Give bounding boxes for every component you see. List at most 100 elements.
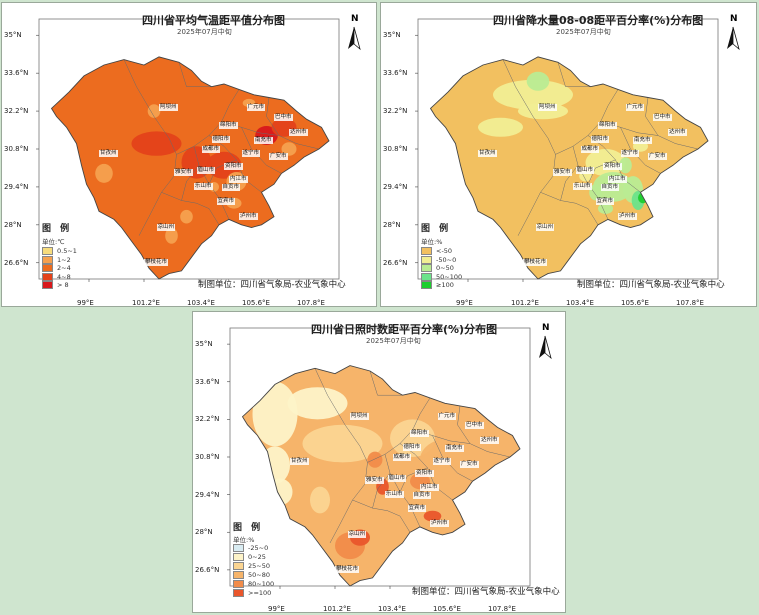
city-label: 乐山市 — [194, 182, 213, 190]
legend-unit: 单位:% — [233, 536, 255, 544]
legend-label: 50~80 — [248, 571, 270, 579]
county-boundary — [560, 165, 579, 201]
city-label: 资阳市 — [224, 162, 243, 170]
legend-unit: 单位:℃ — [42, 238, 65, 246]
longitude-label: 99°E — [268, 605, 285, 613]
legend-label: 80~100 — [248, 580, 275, 588]
value-zone — [281, 142, 297, 156]
value-zone — [478, 117, 523, 137]
longitude-label: 107.8°E — [488, 605, 516, 613]
latitude-label: 26.6°N — [195, 565, 220, 574]
city-label: 广元市 — [437, 412, 457, 420]
city-label: 遂宁市 — [241, 150, 261, 158]
city-label: 内江市 — [229, 176, 248, 184]
legend-title: 图 例 — [421, 224, 452, 234]
city-label: 绵阳市 — [598, 121, 617, 129]
legend-swatch — [42, 281, 53, 289]
value-zone — [147, 104, 161, 118]
value-zone — [325, 462, 350, 484]
latitude-label: 33.6°N — [383, 69, 408, 78]
value-zone — [95, 163, 113, 183]
city-label: 宜宾市 — [407, 505, 427, 513]
city-label: 广元市 — [246, 104, 266, 112]
city-label: 德阳市 — [402, 443, 422, 451]
longitude-label: 105.6°E — [433, 605, 461, 613]
county-boundary — [399, 443, 453, 501]
latitude-label: 32.2°N — [383, 107, 408, 116]
legend-swatch — [421, 281, 432, 289]
legend-unit: 单位:% — [421, 238, 443, 246]
city-label: 南充市 — [254, 136, 273, 144]
city-label: 攀枝花市 — [335, 565, 360, 573]
city-label: 宜宾市 — [595, 197, 615, 205]
city-label: 达州市 — [668, 128, 687, 136]
longitude-label: 101.2°E — [511, 299, 539, 307]
value-zone — [619, 157, 632, 174]
latitude-label: 35°N — [4, 31, 22, 40]
legend-swatch — [42, 264, 53, 272]
legend-swatch — [421, 247, 432, 255]
legend-swatch — [233, 571, 244, 579]
city-label: 自贡市 — [412, 491, 432, 499]
legend-item: 4~8 — [42, 272, 71, 281]
county-boundary — [181, 165, 200, 201]
city-label: 成都市 — [392, 454, 412, 462]
county-boundary — [221, 121, 320, 150]
legend-label: 0~25 — [248, 553, 266, 561]
latitude-label: 29.4°N — [4, 182, 29, 191]
province-outline — [50, 56, 330, 280]
county-boundary — [178, 62, 212, 87]
city-label: 凉山州 — [347, 530, 367, 538]
legend-item: 50~100 — [421, 272, 463, 281]
legend-label: 1~2 — [57, 255, 71, 264]
longitude-label: 107.8°E — [676, 299, 704, 307]
longitude-label: 105.6°E — [621, 299, 649, 307]
county-boundary — [555, 89, 619, 155]
latitude-label: 26.6°N — [4, 258, 29, 267]
legend-swatch — [233, 553, 244, 561]
legend-swatch — [421, 255, 432, 264]
legend-label: > 8 — [57, 281, 69, 289]
latitude-label: 28°N — [4, 220, 22, 229]
legend-swatch — [42, 272, 53, 281]
north-arrow-icon — [544, 335, 552, 360]
city-label: 雅安市 — [553, 169, 572, 177]
county-boundary — [412, 429, 511, 458]
legend-title: 图 例 — [233, 523, 264, 533]
map-subtitle: 2025年07月中旬 — [177, 28, 232, 36]
city-label: 遂宁市 — [620, 150, 640, 158]
county-boundary — [266, 97, 280, 136]
value-zone — [310, 486, 330, 514]
city-label: 德阳市 — [211, 135, 231, 143]
value-zone — [423, 510, 442, 522]
value-zones — [252, 381, 480, 576]
north-arrow-icon — [353, 26, 361, 51]
latitude-label: 30.8°N — [4, 145, 29, 153]
latitude-label: 35°N — [383, 31, 401, 40]
city-label: 阿坝州 — [159, 104, 178, 112]
city-label: 眉山市 — [387, 474, 407, 482]
legend-label: 50~100 — [436, 272, 463, 281]
latitude-label: 32.2°N — [195, 415, 220, 424]
legend-label: -25~0 — [248, 544, 269, 552]
city-label: 自贡市 — [221, 184, 241, 192]
legend-label: 0~50 — [436, 264, 454, 272]
city-label: 雅安市 — [174, 169, 193, 177]
county-boundary — [557, 62, 591, 87]
legend-item: 80~100 — [233, 580, 274, 588]
county-boundary — [367, 397, 431, 463]
legend-item: 1~2 — [42, 255, 71, 264]
legend-item: > 8 — [42, 281, 69, 289]
map-canvas — [227, 327, 552, 589]
map-subtitle: 2025年07月中旬 — [366, 337, 421, 345]
city-label: 雅安市 — [365, 477, 384, 485]
latitude-label: 29.4°N — [195, 490, 220, 499]
city-label: 巴中市 — [274, 113, 293, 121]
legend-label: 2~4 — [57, 264, 71, 272]
province-outline — [429, 56, 709, 280]
value-zone — [302, 424, 383, 463]
city-label: 泸州市 — [618, 212, 637, 220]
longitude-label: 99°E — [77, 299, 94, 307]
city-label: 南充市 — [633, 136, 652, 144]
longitude-label: 101.2°E — [323, 605, 351, 613]
